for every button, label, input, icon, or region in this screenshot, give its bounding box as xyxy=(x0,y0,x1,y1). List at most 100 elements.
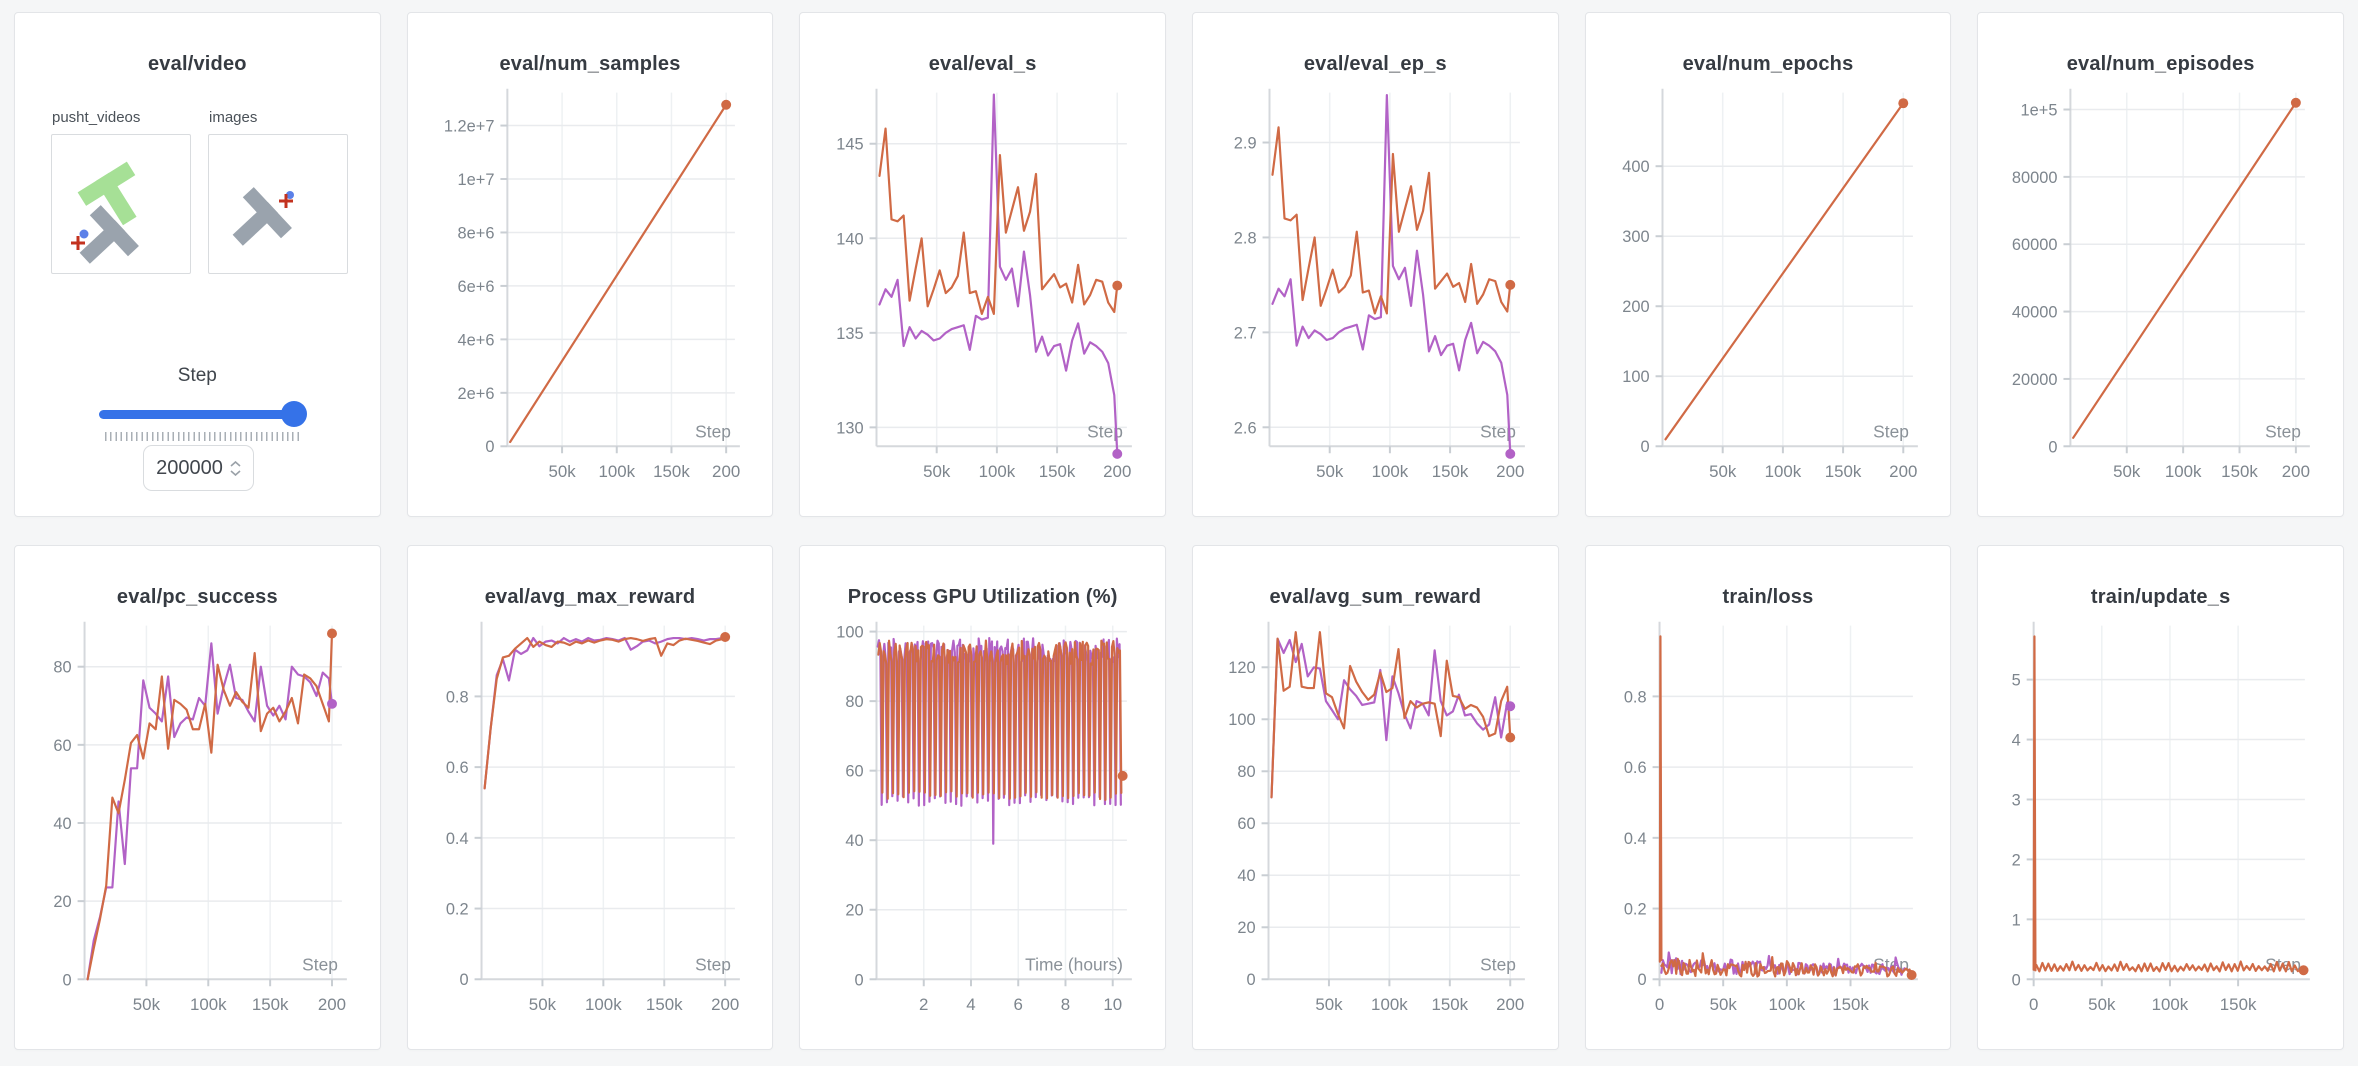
slider-tick-ruler xyxy=(105,432,299,441)
svg-text:50k: 50k xyxy=(1709,462,1737,481)
panel-eval-num-episodes: eval/num_episodes 0 20000 40000 60000 80000 1… xyxy=(1977,12,2344,517)
svg-text:140: 140 xyxy=(837,230,864,248)
svg-text:100k: 100k xyxy=(1371,995,1408,1014)
svg-text:100k: 100k xyxy=(585,995,622,1014)
svg-text:1e+7: 1e+7 xyxy=(457,171,494,189)
svg-text:150k: 150k xyxy=(646,995,683,1014)
svg-text:100k: 100k xyxy=(598,462,635,481)
svg-text:50k: 50k xyxy=(2089,995,2117,1014)
stepper-up-icon[interactable] xyxy=(230,461,241,467)
media-caption: images xyxy=(209,109,258,126)
svg-text:20: 20 xyxy=(1237,919,1255,937)
chart-title: eval/num_samples xyxy=(499,53,681,75)
chart-eval-eval-s[interactable]: 130 135 140 145 50k 100k 150k 200 Step xyxy=(800,13,1165,516)
svg-text:50k: 50k xyxy=(1315,995,1343,1014)
chart-eval-num-samples[interactable]: 0 2e+6 4e+6 6e+6 8e+6 1e+7 1.2e+7 50k 100k 150k 20… xyxy=(408,13,773,516)
svg-text:0.8: 0.8 xyxy=(445,688,468,706)
svg-text:50k: 50k xyxy=(133,995,161,1014)
svg-text:2.6: 2.6 xyxy=(1234,419,1257,437)
chart-eval-eval-ep-s[interactable]: 2.6 2.7 2.8 2.9 50k 100k 150k 200 Step xyxy=(1193,13,1558,516)
svg-text:0: 0 xyxy=(459,971,468,989)
svg-text:80000: 80000 xyxy=(2012,169,2058,187)
svg-text:50k: 50k xyxy=(2113,462,2141,481)
stepper-down-icon[interactable] xyxy=(230,470,241,476)
svg-text:0: 0 xyxy=(855,971,864,989)
chart-title: eval/num_episodes xyxy=(2066,53,2255,75)
svg-text:100k: 100k xyxy=(1768,995,1805,1014)
svg-text:0: 0 xyxy=(1654,995,1663,1014)
svg-text:100k: 100k xyxy=(1372,462,1409,481)
svg-text:1.2e+7: 1.2e+7 xyxy=(444,118,495,136)
chart-title: eval/pc_success xyxy=(116,586,278,608)
step-value-input[interactable]: 200000 xyxy=(143,445,254,491)
svg-text:2.9: 2.9 xyxy=(1234,134,1257,152)
svg-text:1e+5: 1e+5 xyxy=(2021,101,2058,119)
svg-text:4e+6: 4e+6 xyxy=(457,331,494,349)
svg-text:145: 145 xyxy=(837,136,864,154)
svg-text:40: 40 xyxy=(1237,867,1255,885)
svg-text:50k: 50k xyxy=(1709,995,1737,1014)
svg-text:60: 60 xyxy=(53,737,71,755)
svg-text:200: 200 xyxy=(2282,462,2310,481)
svg-text:0: 0 xyxy=(1640,438,1649,456)
svg-text:50k: 50k xyxy=(1316,462,1344,481)
svg-text:130: 130 xyxy=(837,419,864,437)
svg-text:200: 200 xyxy=(711,995,739,1014)
svg-text:0: 0 xyxy=(2012,971,2021,989)
pusht-agent-dot xyxy=(79,229,89,239)
svg-text:200: 200 xyxy=(1496,462,1524,481)
svg-text:Time (hours): Time (hours) xyxy=(1025,954,1123,974)
chart-eval-avg-max-reward[interactable]: 0 0.2 0.4 0.6 0.8 50k 100k 150k 200 Step xyxy=(408,546,773,1049)
svg-text:0: 0 xyxy=(1246,971,1255,989)
step-slider[interactable] xyxy=(99,401,307,427)
svg-text:50k: 50k xyxy=(548,462,576,481)
panel-eval-avg-max-reward: eval/avg_max_reward 0 0.2 0.4 0.6 0.8 50k 100k… xyxy=(406,545,774,1050)
media-item-images: images xyxy=(208,109,348,274)
panel-train-loss: train/loss 0 0.2 0.4 0.6 0.8 0 50k 100k 150k Step xyxy=(1584,545,1952,1050)
slider-thumb[interactable] xyxy=(281,401,307,427)
svg-text:Step: Step xyxy=(1480,421,1516,441)
svg-text:150k: 150k xyxy=(252,995,289,1014)
chart-gpu-utilization[interactable]: 0 20 40 60 80 100 2 4 6 8 10 Time (hours) xyxy=(800,546,1165,1049)
svg-text:200: 200 xyxy=(1622,298,1649,316)
svg-text:0: 0 xyxy=(2049,438,2058,456)
svg-text:100: 100 xyxy=(1622,368,1649,386)
svg-text:20: 20 xyxy=(53,893,71,911)
chart-eval-num-epochs[interactable]: 0 100 200 300 400 50k 100k 150k 200 Step xyxy=(1586,13,1951,516)
svg-text:80: 80 xyxy=(1237,763,1255,781)
chart-title: eval/num_epochs xyxy=(1682,53,1854,75)
svg-text:0: 0 xyxy=(63,971,72,989)
media-caption: pusht_videos xyxy=(52,109,141,126)
svg-text:150k: 150k xyxy=(2222,462,2259,481)
svg-text:40: 40 xyxy=(846,832,864,850)
svg-text:120: 120 xyxy=(1228,659,1255,677)
svg-text:Step: Step xyxy=(302,954,338,974)
svg-text:60: 60 xyxy=(846,763,864,781)
svg-text:5: 5 xyxy=(2012,672,2021,690)
chart-title: train/loss xyxy=(1722,586,1814,608)
svg-text:135: 135 xyxy=(837,325,864,343)
svg-text:60: 60 xyxy=(1237,815,1255,833)
svg-text:Step: Step xyxy=(695,421,731,441)
svg-text:4: 4 xyxy=(2012,732,2021,750)
svg-text:Step: Step xyxy=(2266,421,2302,441)
step-value: 200000 xyxy=(156,456,223,479)
svg-text:150k: 150k xyxy=(1431,995,1468,1014)
media-item-pusht-videos: pusht_videos xyxy=(51,109,191,274)
chart-eval-num-episodes[interactable]: 0 20000 40000 60000 80000 1e+5 50k 100k 150k 200 S… xyxy=(1978,13,2343,516)
svg-text:100k: 100k xyxy=(2152,995,2189,1014)
svg-text:0.8: 0.8 xyxy=(1623,688,1646,706)
chart-eval-pc-success[interactable]: 0 20 40 60 80 50k 100k 150k 200 Step xyxy=(15,546,380,1049)
chart-eval-avg-sum-reward[interactable]: 0 20 40 60 80 100 120 50k 100k 150k 200 Step xyxy=(1193,546,1558,1049)
images-thumbnail[interactable] xyxy=(208,134,348,274)
chart-title: eval/eval_ep_s xyxy=(1303,53,1447,75)
pusht-video-thumbnail[interactable] xyxy=(51,134,191,274)
svg-text:300: 300 xyxy=(1622,228,1649,246)
svg-text:20: 20 xyxy=(846,902,864,920)
images-goal-cross xyxy=(279,194,293,208)
svg-text:0.6: 0.6 xyxy=(445,759,468,777)
svg-text:0: 0 xyxy=(2029,995,2038,1014)
slider-track[interactable] xyxy=(99,410,301,419)
